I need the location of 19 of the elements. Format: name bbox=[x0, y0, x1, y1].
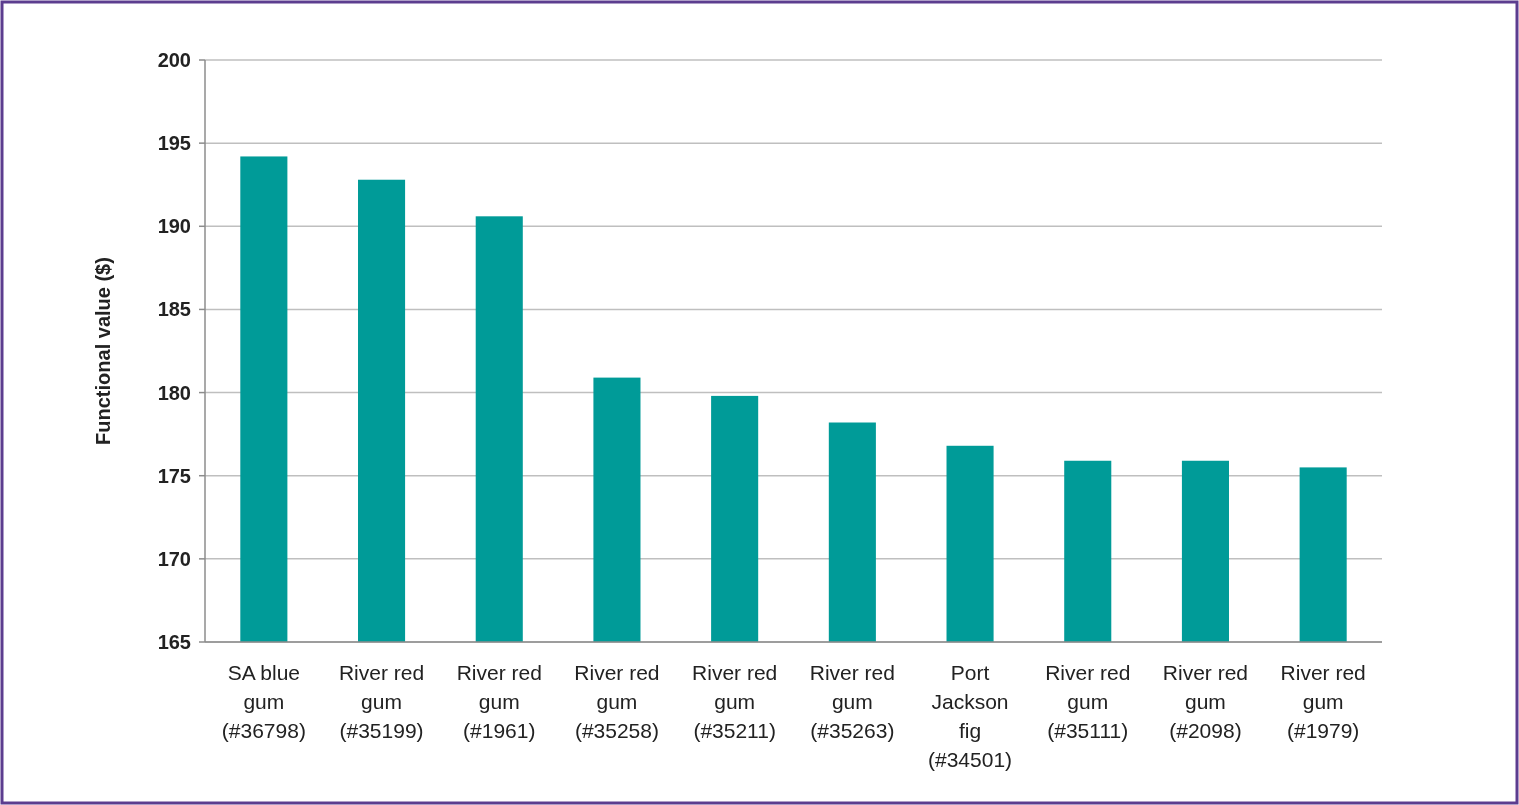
x-tick-label: River red gum (#35199) bbox=[338, 661, 425, 742]
x-tick-label: River red gum (#35263) bbox=[809, 661, 895, 742]
x-tick-label: River red gum (#35111) bbox=[1045, 661, 1131, 742]
y-tick-label: 165 bbox=[157, 631, 191, 653]
x-tick-label: Port Jackson fig (#34501) bbox=[928, 661, 1013, 771]
y-tick-label: 190 bbox=[157, 215, 191, 238]
y-tick-label: 180 bbox=[157, 381, 191, 404]
x-tick-label: River red gum (#1961) bbox=[456, 661, 542, 742]
y-tick-label: 170 bbox=[157, 547, 191, 570]
x-tick-label: River red gum (#1979) bbox=[1280, 661, 1366, 742]
x-tick-label: River red gum (#35258) bbox=[574, 661, 660, 742]
y-tick-label: 200 bbox=[157, 49, 191, 71]
y-axis-title: Functional value ($) bbox=[92, 257, 114, 445]
x-tick-label: River red gum (#2098) bbox=[1162, 661, 1249, 742]
y-tick-label: 175 bbox=[157, 464, 191, 487]
y-tick-label: 195 bbox=[157, 132, 191, 155]
x-tick-label: SA blue gum (#36798) bbox=[221, 661, 306, 742]
y-tick-label: 185 bbox=[157, 298, 191, 321]
x-tick-label: River red gum (#35211) bbox=[692, 661, 778, 742]
